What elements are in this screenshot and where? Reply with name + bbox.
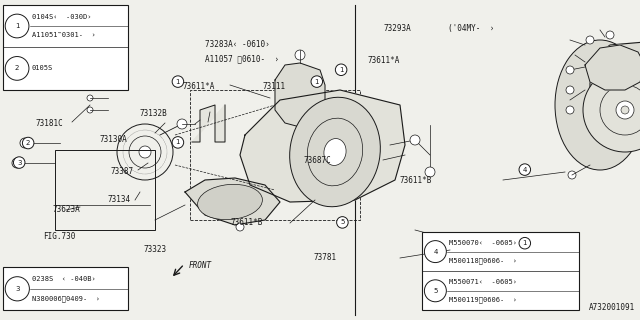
Text: FIG.730: FIG.730 [43, 232, 76, 241]
Text: 73687C: 73687C [304, 156, 332, 164]
Circle shape [519, 237, 531, 249]
Text: M500119‸0606-  ›: M500119‸0606- › [449, 296, 517, 303]
Circle shape [5, 57, 29, 80]
Text: 73611*B: 73611*B [400, 176, 433, 185]
Circle shape [5, 277, 29, 301]
Text: ('04MY-  ›: ('04MY- › [448, 24, 494, 33]
Ellipse shape [324, 139, 346, 165]
Text: 4: 4 [433, 249, 438, 255]
Polygon shape [192, 105, 225, 142]
Polygon shape [585, 45, 640, 90]
Text: 73134: 73134 [108, 196, 131, 204]
Circle shape [87, 107, 93, 113]
Circle shape [87, 71, 93, 77]
Circle shape [460, 239, 470, 249]
Circle shape [337, 217, 348, 228]
Circle shape [139, 146, 151, 158]
Circle shape [335, 64, 347, 76]
Text: 73283A‹ -0610›: 73283A‹ -0610› [205, 40, 269, 49]
Circle shape [519, 164, 531, 175]
Bar [3, 267, 128, 310]
Text: 4: 4 [523, 167, 527, 172]
Circle shape [566, 106, 574, 114]
Text: 73611*A: 73611*A [182, 82, 215, 91]
Circle shape [425, 167, 435, 177]
Bar [55, 150, 155, 230]
Text: 73293A: 73293A [384, 24, 412, 33]
Text: 2: 2 [15, 65, 19, 71]
Bar [422, 232, 579, 310]
Circle shape [12, 158, 22, 168]
Text: 1: 1 [314, 79, 319, 84]
Circle shape [5, 14, 29, 38]
Circle shape [172, 76, 184, 87]
Circle shape [606, 31, 614, 39]
Text: A11057 ‸0610-  ›: A11057 ‸0610- › [205, 55, 279, 64]
Text: 73181C: 73181C [35, 119, 63, 128]
Bar [3, 5, 128, 90]
Circle shape [583, 68, 640, 152]
Text: 73111: 73111 [262, 82, 285, 91]
Circle shape [87, 95, 93, 101]
Text: 5: 5 [433, 288, 438, 294]
Circle shape [424, 280, 446, 302]
Text: 1: 1 [175, 140, 180, 145]
Text: M500118‸0606-  ›: M500118‸0606- › [449, 257, 517, 264]
Text: A11051‷0301-  ›: A11051‷0301- › [32, 32, 96, 38]
Circle shape [616, 101, 634, 119]
Circle shape [87, 83, 93, 89]
Text: M550071‹  -0605›: M550071‹ -0605› [449, 279, 517, 285]
Text: 73611*B: 73611*B [230, 218, 263, 227]
Text: 1: 1 [339, 67, 344, 73]
Text: A732001091: A732001091 [589, 303, 635, 312]
Circle shape [424, 241, 446, 263]
Polygon shape [240, 90, 405, 202]
Circle shape [22, 137, 34, 149]
Text: 5: 5 [340, 220, 344, 225]
Text: 73130A: 73130A [99, 135, 127, 144]
Circle shape [236, 223, 244, 231]
Polygon shape [185, 178, 280, 225]
Text: 1: 1 [175, 79, 180, 84]
Text: 2: 2 [26, 140, 30, 146]
Text: 73781: 73781 [314, 253, 337, 262]
Circle shape [566, 86, 574, 94]
Circle shape [177, 119, 187, 129]
Text: 3: 3 [15, 286, 20, 292]
Circle shape [566, 66, 574, 74]
Text: 0238S  ‹ -040B›: 0238S ‹ -040B› [33, 276, 96, 282]
Text: 1: 1 [15, 23, 19, 29]
Polygon shape [275, 63, 325, 127]
Ellipse shape [290, 97, 380, 207]
Text: 73623A: 73623A [52, 205, 80, 214]
Polygon shape [590, 42, 640, 130]
Text: N380006‸0409-  ›: N380006‸0409- › [33, 295, 100, 302]
Text: 73323: 73323 [144, 245, 167, 254]
Text: 73132B: 73132B [140, 109, 167, 118]
Circle shape [13, 157, 25, 168]
Circle shape [410, 135, 420, 145]
Ellipse shape [198, 184, 262, 220]
Text: 0105S: 0105S [32, 65, 53, 71]
Circle shape [172, 137, 184, 148]
Text: 0104S‹  -030D›: 0104S‹ -030D› [32, 14, 92, 20]
Text: 3: 3 [17, 160, 22, 165]
Text: 73611*A: 73611*A [368, 56, 401, 65]
Text: 73387: 73387 [110, 167, 133, 176]
Circle shape [568, 171, 576, 179]
Circle shape [586, 36, 594, 44]
Text: M550070‹  -0605›: M550070‹ -0605› [449, 240, 517, 246]
Circle shape [295, 50, 305, 60]
Circle shape [311, 76, 323, 87]
Ellipse shape [555, 40, 640, 170]
Text: FRONT: FRONT [189, 261, 212, 270]
Circle shape [20, 138, 30, 148]
Circle shape [621, 106, 629, 114]
Text: 1: 1 [522, 240, 527, 246]
